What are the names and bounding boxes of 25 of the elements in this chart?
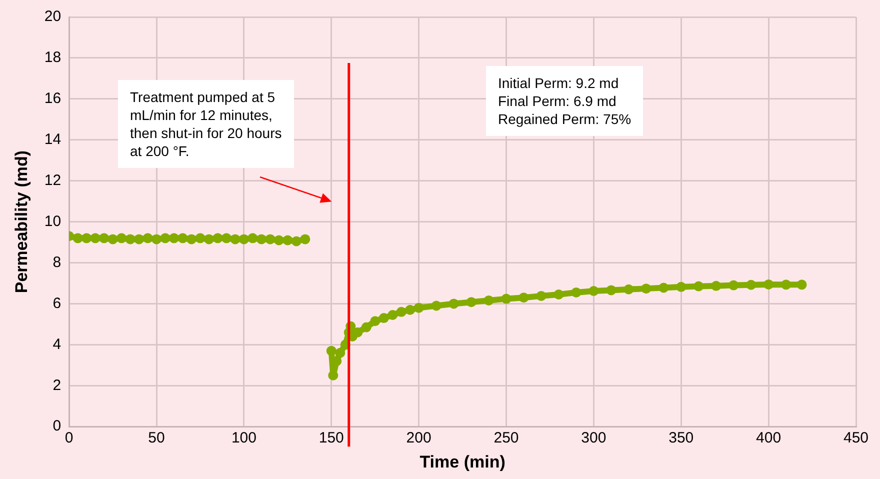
x-tick-label: 150 (318, 430, 344, 447)
x-tick-label: 350 (668, 430, 694, 447)
y-tick-label: 14 (44, 131, 62, 148)
y-tick-label: 2 (52, 376, 62, 394)
y-tick-label: 8 (52, 254, 62, 271)
x-tick-label: 0 (64, 430, 74, 447)
annotation: Treatment pumped at 5 mL/min for 12 minutes, then shut-in for 20 hours at 200 °F. (118, 80, 294, 168)
x-tick-label: 450 (843, 430, 869, 447)
y-tick-label: 0 (52, 418, 62, 435)
x-tick-label: 250 (494, 430, 519, 447)
x-tick-label: 50 (148, 430, 165, 447)
x-tick-label: 300 (581, 430, 606, 447)
x-axis-title: Time (min) (420, 452, 506, 472)
x-tick-label: 200 (406, 430, 432, 447)
y-tick-label: 18 (44, 49, 62, 66)
y-tick-label: 6 (52, 294, 62, 312)
x-tick-label: 100 (231, 430, 256, 447)
y-tick-label: 12 (44, 172, 62, 189)
y-tick-label: 16 (44, 90, 62, 108)
y-tick-label: 20 (44, 8, 62, 26)
x-tick-label: 400 (756, 430, 782, 447)
y-tick-label: 4 (52, 336, 62, 353)
annotation: Initial Perm: 9.2 md Final Perm: 6.9 md Regained Perm: 75% (486, 66, 644, 136)
y-tick-label: 10 (44, 212, 62, 230)
y-axis-title: Permeability (md) (12, 150, 31, 294)
